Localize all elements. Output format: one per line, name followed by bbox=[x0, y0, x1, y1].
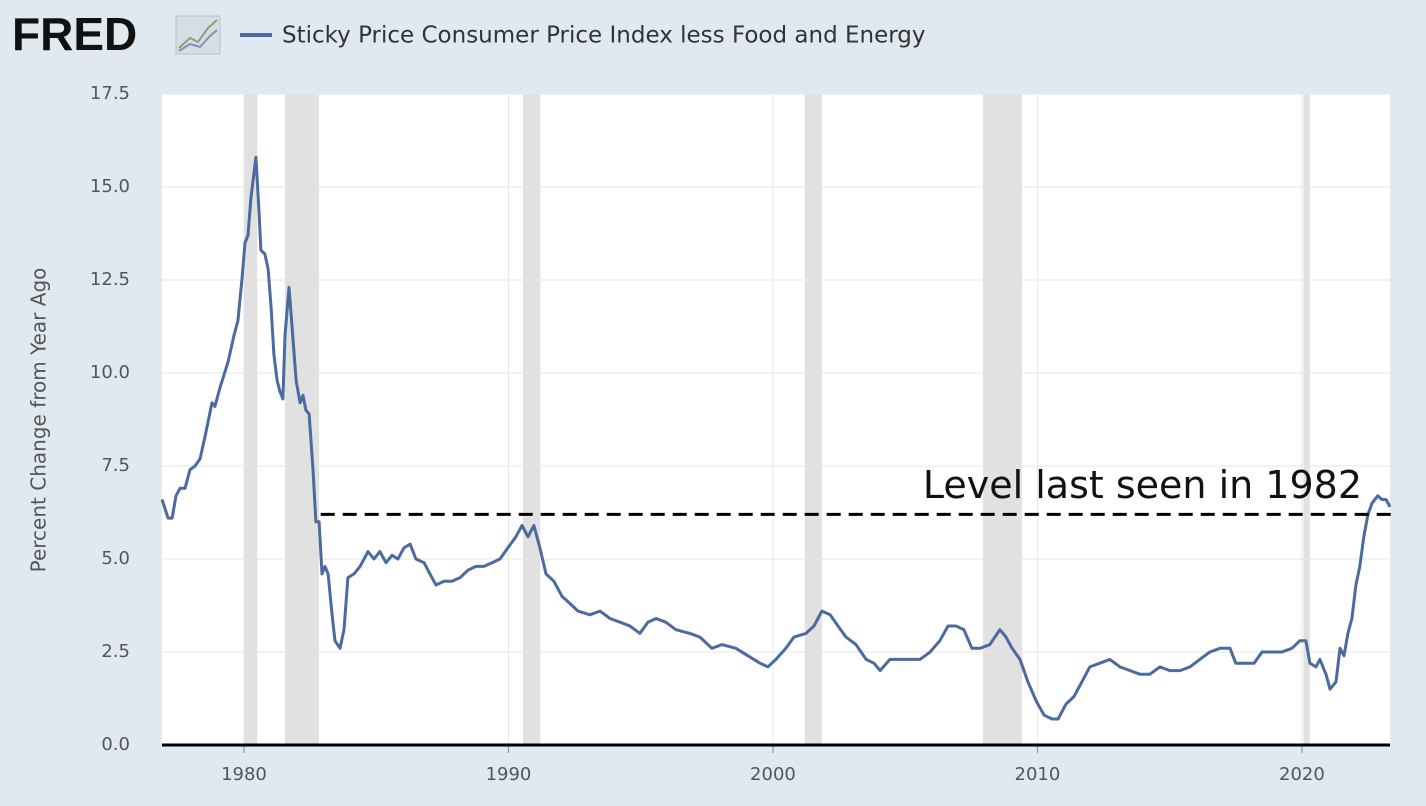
x-tick-label: 2010 bbox=[1015, 764, 1061, 785]
plot-area bbox=[162, 94, 1390, 745]
recession-band bbox=[804, 94, 822, 745]
logo: FRED bbox=[12, 8, 137, 60]
logo-icon bbox=[175, 15, 221, 55]
annotation: Level last seen in 1982 bbox=[923, 463, 1362, 507]
x-tick-label: 2020 bbox=[1279, 764, 1325, 785]
legend-label: Sticky Price Consumer Price Index less F… bbox=[282, 23, 926, 49]
x-tick-label: 2000 bbox=[750, 764, 796, 785]
recession-band bbox=[523, 94, 541, 745]
y-tick-label: 0.0 bbox=[101, 734, 130, 755]
y-tick-label: 2.5 bbox=[101, 641, 130, 662]
y-tick-label: 17.5 bbox=[90, 83, 130, 104]
y-axis-label: Percent Change from Year Ago bbox=[27, 268, 51, 573]
y-tick-label: 15.0 bbox=[90, 176, 130, 197]
x-tick-label: 1990 bbox=[486, 764, 532, 785]
y-tick-label: 5.0 bbox=[101, 548, 130, 569]
data-line bbox=[160, 155, 1392, 721]
recession-band bbox=[284, 94, 320, 745]
y-tick-label: 10.0 bbox=[90, 362, 130, 383]
y-tick-label: 12.5 bbox=[90, 269, 130, 290]
y-tick-label: 7.5 bbox=[101, 455, 130, 476]
recession-band bbox=[1303, 94, 1310, 745]
recession-band bbox=[982, 94, 1023, 745]
recession-band bbox=[243, 94, 258, 745]
x-tick-label: 1980 bbox=[221, 764, 267, 785]
